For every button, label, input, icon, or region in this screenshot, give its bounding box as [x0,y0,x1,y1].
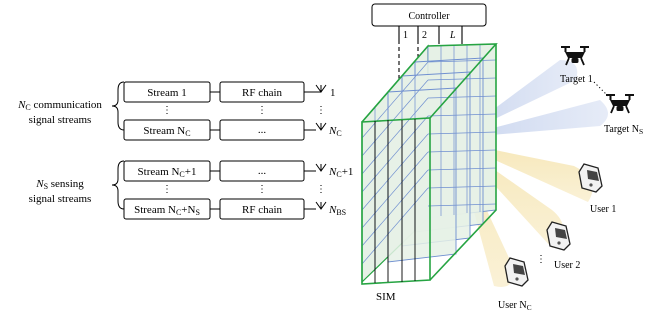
user-label-nc: User NC [498,300,532,312]
chain-ellipsis-sensing: ⋮ [257,184,267,195]
rf-chain-label-1: RF chain [242,87,283,99]
sim-top-edge [361,43,498,123]
antenna-label-4: NBS [328,204,346,217]
rf-chain-label-4: RF chain [242,204,283,216]
stream-ellipsis-comm: ⋮ [162,105,172,116]
phone-icon-user-1 [578,163,603,193]
port-label-1: 1 [403,30,408,41]
comm-brace [111,81,125,131]
sensing-group-label-line1: NS sensing [35,178,84,191]
antenna-label-3: NC+1 [328,166,353,179]
user-label-2: User 2 [554,260,580,271]
sim-right-edge [429,44,497,281]
antenna-icon-2 [315,122,327,131]
drone-icon-target-ns [605,93,635,114]
target-label-ns: Target NS [604,124,643,136]
antenna-ellipsis-sensing: ⋮ [316,184,326,195]
comm-group-label-line1: NC communication [17,99,102,112]
antenna-label-2: NC [328,125,342,138]
antenna-label-1: 1 [330,87,336,99]
antenna-icon-1 [315,84,327,93]
sensing-brace [111,160,125,210]
rf-chain-label-2: ... [258,124,267,136]
sim-label: SIM [376,291,396,303]
sim-stack [361,40,498,285]
stream-ellipsis-sensing: ⋮ [162,184,172,195]
target-label-1: Target 1 [560,74,593,85]
user-ellipsis: ⋮ [536,254,546,265]
controller-label: Controller [408,11,450,22]
antenna-icon-4 [315,201,327,210]
rf-chain-label-3: ... [258,165,267,177]
stream-label-3: Stream NC+1 [138,166,197,179]
user-label-1: User 1 [590,204,616,215]
stream-label-1: Stream 1 [147,87,186,99]
target-link-dots [593,81,609,97]
stream-label-4: Stream NC+NS [134,204,200,217]
antenna-ellipsis-comm: ⋮ [316,105,326,116]
antenna-icon-3 [315,163,327,172]
phone-icon-user-nc [504,257,529,287]
sensing-group-label-line2: signal streams [29,193,92,205]
phone-icon-user-2 [546,221,571,251]
controller-port-lines [398,26,463,40]
comm-group-label-line2: signal streams [29,114,92,126]
controller-box [371,3,487,27]
chain-ellipsis-comm: ⋮ [257,105,267,116]
stream-label-2: Stream NC [143,125,190,138]
port-label-2: 2 [422,30,427,41]
port-label-L: L [449,30,456,41]
